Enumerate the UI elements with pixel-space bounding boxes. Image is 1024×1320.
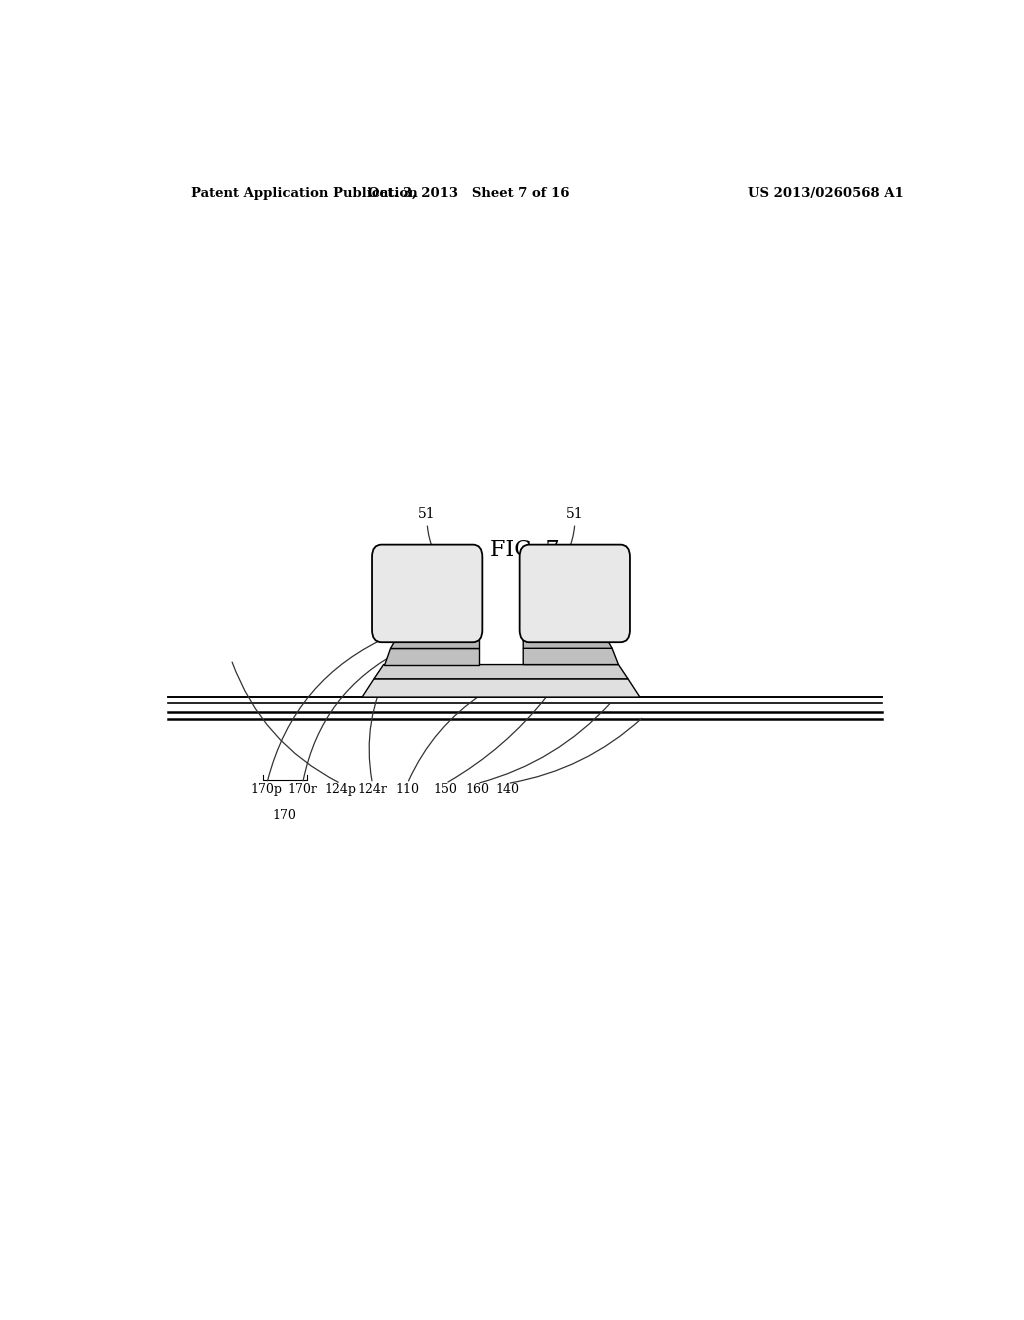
Polygon shape [374, 664, 628, 678]
Text: 170p: 170p [251, 784, 283, 796]
Polygon shape [523, 648, 618, 664]
Text: 110: 110 [395, 784, 420, 796]
Text: FIG. 7: FIG. 7 [490, 539, 559, 561]
Text: 51: 51 [419, 507, 436, 521]
Polygon shape [362, 678, 640, 697]
FancyBboxPatch shape [519, 545, 630, 643]
Text: 124r: 124r [357, 784, 387, 796]
Text: 140: 140 [496, 784, 519, 796]
Text: 51: 51 [566, 507, 584, 521]
Text: 170r: 170r [288, 784, 317, 796]
Polygon shape [523, 634, 612, 648]
Text: US 2013/0260568 A1: US 2013/0260568 A1 [749, 187, 904, 199]
Polygon shape [410, 675, 592, 697]
Text: Patent Application Publication: Patent Application Publication [191, 187, 418, 199]
Text: 150: 150 [433, 784, 458, 796]
FancyBboxPatch shape [372, 545, 482, 643]
Polygon shape [390, 634, 479, 648]
Text: 124p: 124p [325, 784, 356, 796]
Text: 160: 160 [465, 784, 489, 796]
Polygon shape [384, 648, 479, 664]
Text: 170: 170 [272, 809, 297, 822]
Text: Oct. 3, 2013   Sheet 7 of 16: Oct. 3, 2013 Sheet 7 of 16 [369, 187, 570, 199]
